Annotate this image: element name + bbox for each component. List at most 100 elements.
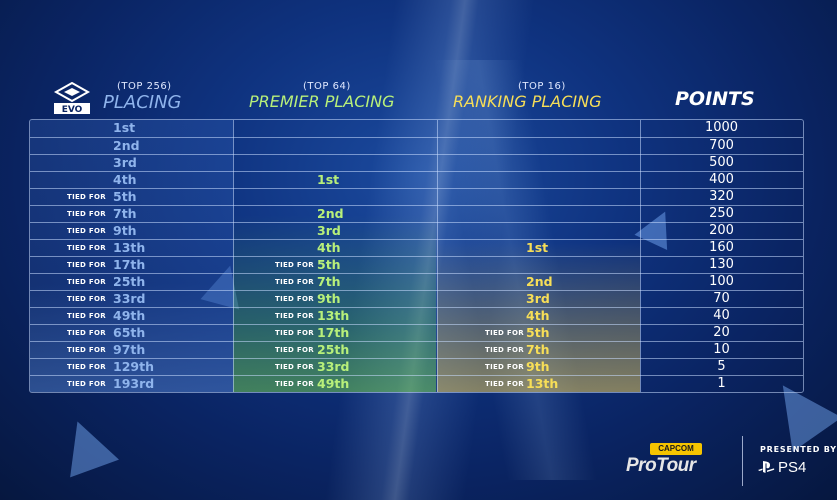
points-value: 130 <box>709 257 734 272</box>
ranking-header: RANKING PLACING <box>453 92 602 111</box>
table-row: TIED FOR 193rd TIED FOR 49th TIED FOR 13th 1 <box>30 375 803 392</box>
rank-cell <box>437 223 640 239</box>
table-row: TIED FOR 33rd TIED FOR 9th 3rd 70 <box>30 290 803 307</box>
ps4-logo: PS4 <box>757 459 806 476</box>
rank-cell: 3rd <box>437 291 640 307</box>
prem-value: 2nd <box>317 206 344 221</box>
rank-cell <box>437 189 640 205</box>
tied-for-label: TIED FOR <box>67 244 106 252</box>
place-value: 193rd <box>113 376 155 391</box>
rank-value: 2nd <box>526 274 553 289</box>
table-row: 2nd 700 <box>30 137 803 154</box>
tied-for-label: TIED FOR <box>275 312 314 320</box>
table-row: TIED FOR 49th TIED FOR 13th 4th 40 <box>30 307 803 324</box>
table-row: TIED FOR 17th TIED FOR 5th 130 <box>30 256 803 273</box>
tied-for-label: TIED FOR <box>485 329 524 337</box>
tied-for-label: TIED FOR <box>67 193 106 201</box>
place-value: 17th <box>113 257 146 272</box>
points-value: 1000 <box>704 120 739 135</box>
tied-for-label: TIED FOR <box>67 295 106 303</box>
points-value: 1 <box>717 376 726 391</box>
place-cell: TIED FOR 7th <box>30 206 233 222</box>
place-cell: TIED FOR 33rd <box>30 291 233 307</box>
prem-cell <box>233 138 437 154</box>
ps4-text: PS4 <box>778 459 807 476</box>
table-row: TIED FOR 65th TIED FOR 17th TIED FOR 5th 20 <box>30 324 803 341</box>
prem-cell: TIED FOR 7th <box>233 274 437 290</box>
rank-cell <box>437 155 640 171</box>
prem-value: 25th <box>317 342 350 357</box>
rank-value: 13th <box>526 376 559 391</box>
capcom-logo: CAPCOM <box>650 443 702 455</box>
tied-for-label: TIED FOR <box>67 380 106 388</box>
tied-for-label: TIED FOR <box>275 380 314 388</box>
points-value: 320 <box>709 189 734 204</box>
rank-value: 4th <box>526 308 550 323</box>
prem-value: 13th <box>317 308 350 323</box>
points-value: 70 <box>713 291 730 306</box>
tied-for-label: TIED FOR <box>67 346 106 354</box>
prem-value: 3rd <box>317 223 341 238</box>
rank-cell <box>437 120 640 136</box>
rank-value: 5th <box>526 325 550 340</box>
place-cell: 4th <box>30 172 233 188</box>
tied-for-label: TIED FOR <box>67 261 106 269</box>
prem-value: 1st <box>317 172 340 187</box>
table-row: 1st 1000 <box>30 120 803 136</box>
rank-cell <box>437 257 640 273</box>
rank-cell: TIED FOR 7th <box>437 342 640 358</box>
prem-cell: TIED FOR 9th <box>233 291 437 307</box>
points-table: 1st 1000 2nd 700 3rd 500 4th 1st 400 TIED FOR 5th 3… <box>29 119 804 393</box>
points-value: 200 <box>709 223 734 238</box>
tied-for-label: TIED FOR <box>67 312 106 320</box>
points-value: 160 <box>709 240 734 255</box>
rank-value: 1st <box>526 240 549 255</box>
place-cell: 1st <box>30 120 233 136</box>
table-row: TIED FOR 25th TIED FOR 7th 2nd 100 <box>30 273 803 290</box>
place-value: 13th <box>113 240 146 255</box>
prem-cell: TIED FOR 49th <box>233 376 437 392</box>
place-value: 65th <box>113 325 146 340</box>
prem-cell: TIED FOR 25th <box>233 342 437 358</box>
tied-for-label: TIED FOR <box>67 278 106 286</box>
prem-value: 9th <box>317 291 341 306</box>
tied-for-label: TIED FOR <box>275 329 314 337</box>
table-row: TIED FOR 9th 3rd 200 <box>30 222 803 239</box>
tied-for-label: TIED FOR <box>485 346 524 354</box>
prem-value: 5th <box>317 257 341 272</box>
prem-cell: 4th <box>233 240 437 256</box>
place-cell: TIED FOR 9th <box>30 223 233 239</box>
prem-cell: TIED FOR 17th <box>233 325 437 341</box>
prem-cell: 3rd <box>233 223 437 239</box>
table-row: TIED FOR 13th 4th 1st 160 <box>30 239 803 256</box>
table-row: 3rd 500 <box>30 154 803 171</box>
place-value: 33rd <box>113 291 146 306</box>
tied-for-label: TIED FOR <box>275 278 314 286</box>
tied-for-label: TIED FOR <box>485 380 524 388</box>
prem-value: 49th <box>317 376 350 391</box>
rank-cell <box>437 172 640 188</box>
points-value: 5 <box>717 359 726 374</box>
points-header: POINTS <box>675 88 755 110</box>
place-value: 7th <box>113 206 137 221</box>
tied-for-label: TIED FOR <box>275 261 314 269</box>
place-value: 25th <box>113 274 146 289</box>
tied-for-label: TIED FOR <box>67 210 106 218</box>
prem-value: 7th <box>317 274 341 289</box>
table-row: 4th 1st 400 <box>30 171 803 188</box>
rank-value: 3rd <box>526 291 550 306</box>
points-value: 500 <box>709 155 734 170</box>
points-value: 400 <box>709 172 734 187</box>
rank-cell: 2nd <box>437 274 640 290</box>
tied-for-label: TIED FOR <box>67 363 106 371</box>
rank-cell <box>437 206 640 222</box>
place-cell: TIED FOR 17th <box>30 257 233 273</box>
tied-for-label: TIED FOR <box>67 329 106 337</box>
points-value: 20 <box>713 325 730 340</box>
placing-header: PLACING <box>103 92 182 113</box>
prem-cell: TIED FOR 13th <box>233 308 437 324</box>
place-cell: 2nd <box>30 138 233 154</box>
prem-cell <box>233 120 437 136</box>
place-cell: TIED FOR 13th <box>30 240 233 256</box>
place-value: 1st <box>113 120 136 135</box>
